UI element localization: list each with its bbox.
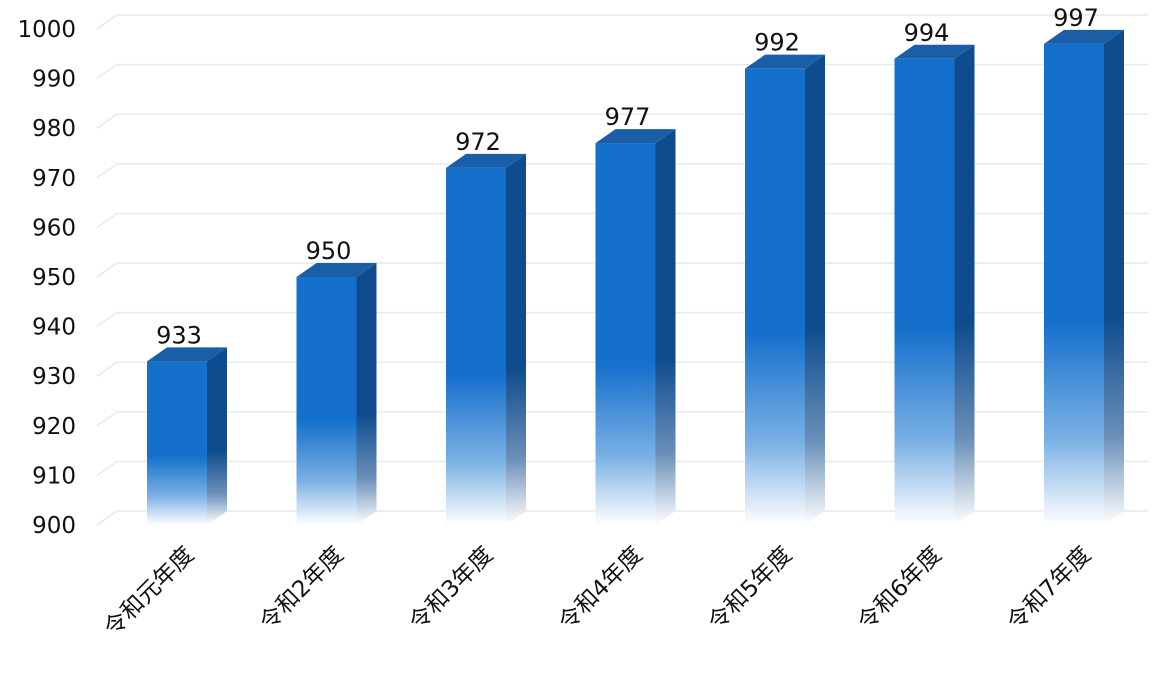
bar-side xyxy=(356,263,377,525)
gridline xyxy=(96,63,1148,80)
y-tick-label: 960 xyxy=(32,215,76,241)
y-tick-label: 900 xyxy=(32,513,76,539)
x-tick-label: 令和2年度 xyxy=(255,542,349,636)
bar-top xyxy=(446,153,526,168)
data-label: 933 xyxy=(156,321,202,349)
bar-side xyxy=(506,153,526,525)
x-tick-label: 令和7年度 xyxy=(1002,542,1096,636)
x-tick-label: 令和4年度 xyxy=(554,542,648,636)
y-tick-label: 970 xyxy=(32,166,76,192)
data-label: 972 xyxy=(455,128,501,156)
x-tick-label: 令和5年度 xyxy=(703,542,797,636)
data-label: 992 xyxy=(754,29,800,57)
data-label: 977 xyxy=(605,103,651,131)
y-tick-label: 950 xyxy=(32,265,76,291)
bar-side xyxy=(805,54,825,526)
gridline xyxy=(96,14,1148,30)
bar xyxy=(446,153,526,525)
bar-top xyxy=(147,347,227,362)
bar-side xyxy=(1104,29,1124,525)
bar-top xyxy=(595,129,676,144)
x-axis-ticks: 令和元年度 令和2年度 令和3年度 令和4年度 令和5年度 令和6年度 令和7年度 xyxy=(100,542,1097,642)
bar-front xyxy=(446,167,506,525)
bar xyxy=(745,54,825,526)
x-tick-label: 令和6年度 xyxy=(853,542,947,636)
y-tick-label: 920 xyxy=(32,414,76,440)
bar-front xyxy=(147,361,207,525)
data-label: 950 xyxy=(306,237,352,265)
x-tick-label: 令和元年度 xyxy=(100,542,200,642)
data-labels: 933 950 972 977 992 994 997 xyxy=(156,4,1099,349)
bar-side xyxy=(207,347,227,525)
y-tick-label: 930 xyxy=(32,364,76,390)
y-tick-label: 1000 xyxy=(17,17,76,43)
bar-top xyxy=(745,54,825,69)
y-tick-label: 910 xyxy=(32,463,76,489)
bar-front xyxy=(1044,43,1104,525)
bar-front xyxy=(894,58,955,525)
bar-front xyxy=(595,143,656,525)
bar xyxy=(296,263,377,525)
bar xyxy=(595,129,676,525)
data-label: 997 xyxy=(1053,4,1099,32)
y-tick-label: 940 xyxy=(32,315,76,341)
bars xyxy=(147,29,1124,526)
y-tick-label: 990 xyxy=(32,67,76,93)
bar xyxy=(147,347,227,525)
data-label: 994 xyxy=(904,19,950,47)
bar xyxy=(894,44,975,525)
bar-side xyxy=(954,44,975,525)
bar-top xyxy=(894,44,975,59)
bar-front xyxy=(296,277,357,525)
y-axis-ticks: 900 910 920 930 940 950 960 970 980 990 1000 xyxy=(17,17,76,539)
bar-side xyxy=(655,129,676,525)
bar-top xyxy=(296,263,377,277)
bar-front xyxy=(745,68,805,526)
x-tick-label: 令和3年度 xyxy=(404,542,498,636)
bar-top xyxy=(1044,29,1124,44)
y-tick-label: 980 xyxy=(32,116,76,142)
bar xyxy=(1044,29,1124,525)
